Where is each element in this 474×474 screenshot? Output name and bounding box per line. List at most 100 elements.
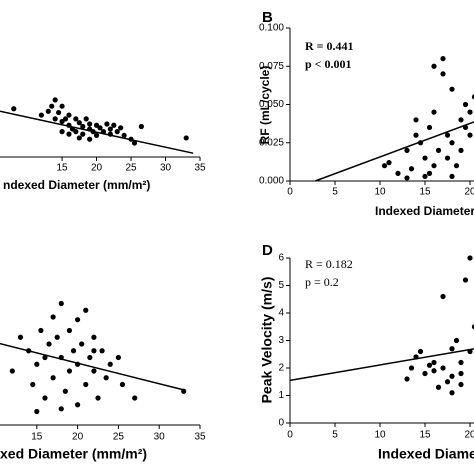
- point: [444, 379, 451, 385]
- point: [426, 124, 433, 131]
- point: [42, 354, 48, 361]
- point: [413, 354, 419, 360]
- x-tick-label: 15: [57, 163, 69, 174]
- point: [66, 131, 72, 137]
- point: [121, 132, 127, 139]
- y-axis-label: Peak Velocity (m/s): [259, 277, 275, 404]
- point: [90, 129, 96, 135]
- point: [431, 63, 437, 69]
- point: [426, 170, 433, 176]
- annotation: R = 0.182: [305, 257, 353, 271]
- point: [471, 94, 474, 100]
- point: [73, 116, 79, 122]
- point: [417, 140, 424, 146]
- point: [426, 362, 433, 368]
- point: [83, 116, 89, 122]
- point: [75, 361, 81, 367]
- y-tick-label: 0.025: [259, 137, 284, 148]
- point: [38, 112, 44, 118]
- point: [75, 317, 81, 323]
- point: [449, 373, 455, 379]
- point: [46, 341, 52, 347]
- point: [422, 155, 428, 161]
- point: [52, 97, 58, 103]
- point: [386, 160, 392, 166]
- point: [87, 136, 93, 142]
- point: [453, 163, 460, 169]
- point: [449, 390, 455, 396]
- point: [30, 381, 36, 388]
- point: [417, 348, 424, 355]
- point: [458, 381, 464, 388]
- point: [115, 354, 121, 361]
- x-tick-label: 15: [31, 432, 43, 443]
- point: [80, 123, 86, 130]
- point: [91, 348, 97, 354]
- point: [87, 354, 93, 361]
- x-tick-label: 20: [464, 187, 474, 198]
- regression-line: [289, 348, 474, 382]
- point: [431, 368, 437, 374]
- point: [95, 395, 101, 401]
- point: [440, 56, 446, 62]
- annotation: R = 0.441: [305, 39, 354, 53]
- annotation: p = 0.2: [305, 275, 339, 289]
- point: [62, 388, 68, 394]
- point: [70, 348, 77, 354]
- point: [34, 361, 40, 367]
- point: [17, 334, 24, 340]
- point: [50, 314, 56, 320]
- point: [79, 341, 85, 347]
- point: [91, 334, 97, 340]
- point: [54, 334, 60, 340]
- x-axis-label: xed Diameter (mm/m²): [0, 446, 147, 462]
- y-tick-label: 0.100: [259, 23, 284, 34]
- point: [49, 103, 55, 109]
- point: [56, 109, 62, 116]
- point: [62, 116, 69, 122]
- point: [107, 126, 113, 132]
- panel-letter: B: [262, 9, 273, 26]
- point: [104, 121, 110, 127]
- point: [107, 131, 113, 137]
- point: [467, 255, 473, 261]
- x-axis-label: ndexed Diameter (mm/m²): [3, 178, 150, 192]
- point: [66, 368, 73, 374]
- point: [422, 173, 428, 180]
- point: [449, 173, 455, 180]
- point: [11, 106, 17, 112]
- y-tick-label: 4: [278, 308, 284, 319]
- x-tick-label: 20: [91, 163, 103, 174]
- point: [449, 346, 455, 352]
- point: [462, 277, 469, 283]
- point: [404, 147, 410, 153]
- point: [58, 354, 64, 361]
- point: [444, 132, 451, 138]
- point: [458, 359, 464, 366]
- regression-line: [0, 110, 194, 154]
- point: [467, 348, 473, 355]
- point: [471, 324, 474, 330]
- x-tick-label: 35: [194, 432, 206, 443]
- x-tick-label: 35: [194, 163, 206, 174]
- point: [435, 384, 442, 390]
- point: [75, 402, 81, 408]
- point: [458, 370, 464, 377]
- point: [114, 129, 120, 135]
- point: [132, 395, 138, 401]
- point: [404, 376, 410, 382]
- point: [42, 395, 48, 401]
- point: [449, 140, 455, 146]
- point: [107, 361, 113, 367]
- point: [413, 117, 419, 123]
- point: [462, 124, 469, 131]
- x-axis-label: Indexed Diameter: [378, 446, 474, 462]
- point: [97, 125, 103, 131]
- point: [76, 120, 82, 126]
- panel-letter: D: [262, 242, 273, 259]
- point: [138, 123, 144, 130]
- point: [26, 348, 32, 354]
- point: [76, 135, 82, 141]
- y-tick-label: 0.075: [259, 61, 284, 72]
